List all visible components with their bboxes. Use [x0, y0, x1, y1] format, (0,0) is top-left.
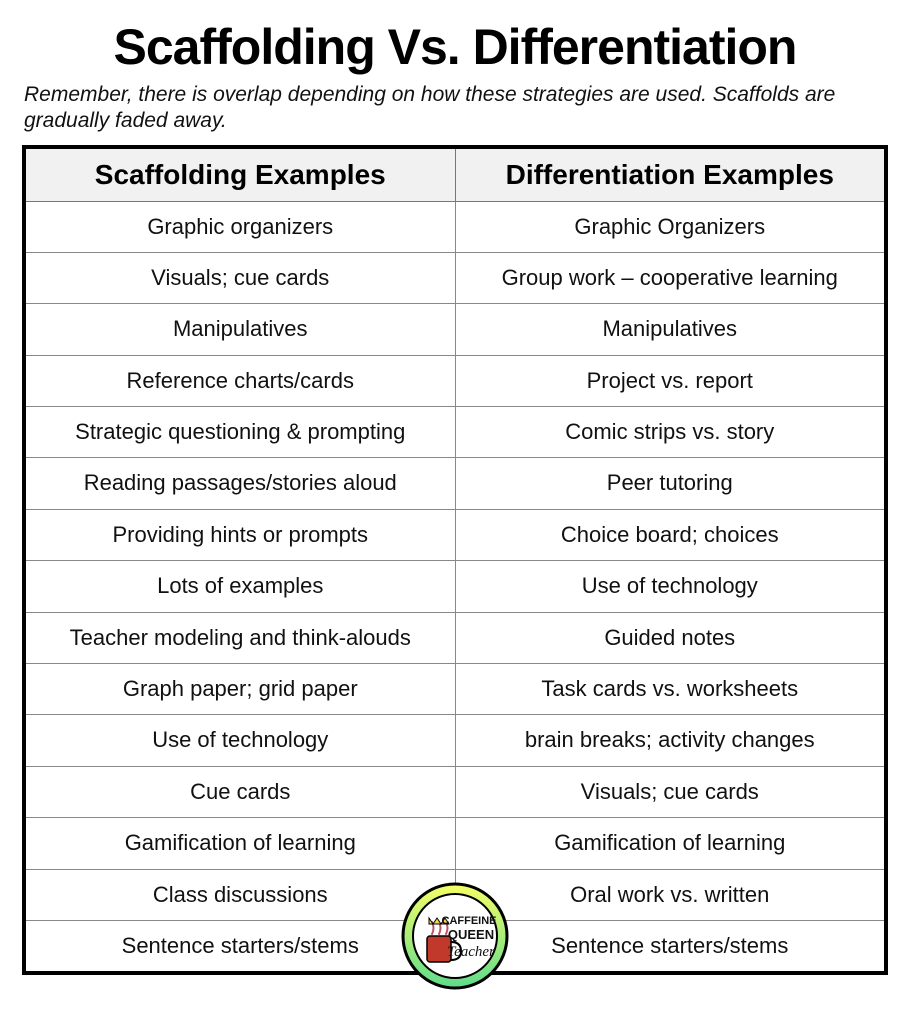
scaffolding-cell: Providing hints or prompts [24, 509, 455, 560]
scaffolding-cell: Teacher modeling and think-alouds [24, 612, 455, 663]
logo-text-2: QUEEN [448, 927, 494, 942]
differentiation-cell: Manipulatives [455, 304, 886, 355]
scaffolding-cell: Lots of examples [24, 561, 455, 612]
differentiation-cell: Peer tutoring [455, 458, 886, 509]
col-header-scaffolding: Scaffolding Examples [24, 147, 455, 202]
comparison-table: Scaffolding Examples Differentiation Exa… [22, 145, 888, 976]
scaffolding-cell: Reference charts/cards [24, 355, 455, 406]
differentiation-cell: Use of technology [455, 561, 886, 612]
table-row: ManipulativesManipulatives [24, 304, 886, 355]
subtitle: Remember, there is overlap depending on … [22, 82, 888, 135]
differentiation-cell: Oral work vs. written [455, 869, 886, 920]
brand-logo: CAFFEINE QUEEN Teacher [401, 882, 509, 990]
table-row: Teacher modeling and think-aloudsGuided … [24, 612, 886, 663]
table-row: Strategic questioning & promptingComic s… [24, 407, 886, 458]
scaffolding-cell: Cue cards [24, 766, 455, 817]
differentiation-cell: Group work – cooperative learning [455, 252, 886, 303]
differentiation-cell: Task cards vs. worksheets [455, 664, 886, 715]
scaffolding-cell: Graph paper; grid paper [24, 664, 455, 715]
col-header-differentiation: Differentiation Examples [455, 147, 886, 202]
scaffolding-cell: Sentence starters/stems [24, 920, 455, 973]
differentiation-cell: Graphic Organizers [455, 201, 886, 252]
differentiation-cell: Gamification of learning [455, 818, 886, 869]
table-row: Gamification of learningGamification of … [24, 818, 886, 869]
table-row: Reading passages/stories aloudPeer tutor… [24, 458, 886, 509]
differentiation-cell: Project vs. report [455, 355, 886, 406]
scaffolding-cell: Gamification of learning [24, 818, 455, 869]
differentiation-cell: Choice board; choices [455, 509, 886, 560]
scaffolding-cell: Class discussions [24, 869, 455, 920]
table-row: Reference charts/cardsProject vs. report [24, 355, 886, 406]
differentiation-cell: Sentence starters/stems [455, 920, 886, 973]
table-row: Graphic organizersGraphic Organizers [24, 201, 886, 252]
table-row: Lots of examplesUse of technology [24, 561, 886, 612]
logo-text-3: Teacher [447, 944, 495, 960]
scaffolding-cell: Manipulatives [24, 304, 455, 355]
table-row: Graph paper; grid paperTask cards vs. wo… [24, 664, 886, 715]
logo-text-1: CAFFEINE [442, 915, 497, 927]
differentiation-cell: brain breaks; activity changes [455, 715, 886, 766]
logo-icon: CAFFEINE QUEEN Teacher [401, 882, 509, 990]
differentiation-cell: Visuals; cue cards [455, 766, 886, 817]
scaffolding-cell: Visuals; cue cards [24, 252, 455, 303]
scaffolding-cell: Graphic organizers [24, 201, 455, 252]
table-row: Use of technologybrain breaks; activity … [24, 715, 886, 766]
scaffolding-cell: Use of technology [24, 715, 455, 766]
page-title: Scaffolding Vs. Differentiation [22, 18, 888, 76]
differentiation-cell: Guided notes [455, 612, 886, 663]
scaffolding-cell: Reading passages/stories aloud [24, 458, 455, 509]
differentiation-cell: Comic strips vs. story [455, 407, 886, 458]
table-header-row: Scaffolding Examples Differentiation Exa… [24, 147, 886, 202]
table-row: Visuals; cue cardsGroup work – cooperati… [24, 252, 886, 303]
table-row: Cue cardsVisuals; cue cards [24, 766, 886, 817]
scaffolding-cell: Strategic questioning & prompting [24, 407, 455, 458]
table-row: Providing hints or promptsChoice board; … [24, 509, 886, 560]
